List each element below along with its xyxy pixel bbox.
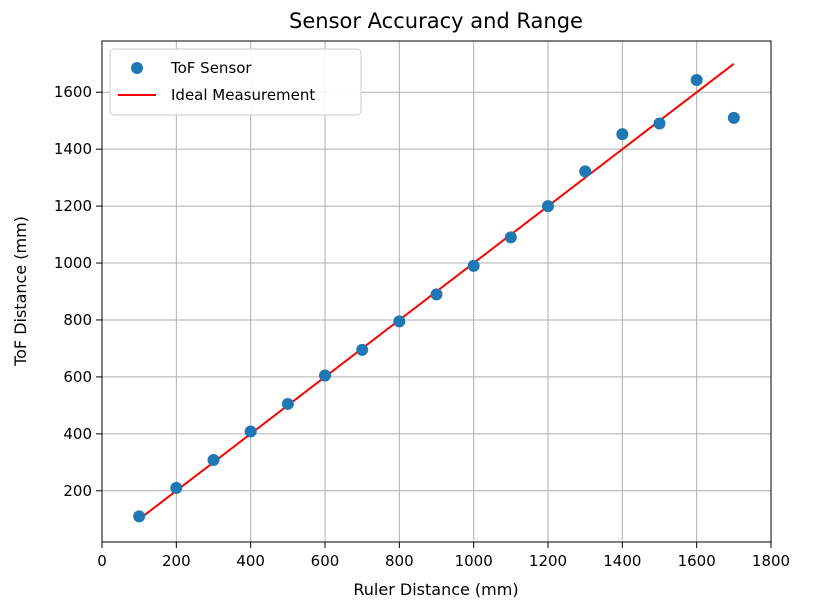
- y-tick-label: 1600: [54, 83, 92, 101]
- x-tick-label: 200: [162, 552, 191, 570]
- x-tick-label: 1200: [529, 552, 567, 570]
- y-tick-label: 1400: [54, 140, 92, 158]
- tof-sensor-point: [170, 481, 183, 494]
- y-tick-label: 1000: [54, 254, 92, 272]
- x-tick-label: 1600: [678, 552, 716, 570]
- y-axis-ticks: 200 400 600 800 1000 1200 1400 1600: [54, 83, 102, 500]
- x-tick-label: 1400: [603, 552, 641, 570]
- tof-sensor-point: [579, 165, 592, 178]
- tof-sensor-point: [281, 397, 294, 410]
- y-tick-label: 400: [63, 425, 92, 443]
- tof-sensor-point: [727, 111, 740, 124]
- y-tick-label: 800: [63, 311, 92, 329]
- tof-sensor-point: [542, 200, 554, 213]
- legend-label-ideal-measurement: Ideal Measurement: [171, 86, 315, 104]
- tof-sensor-point: [244, 425, 257, 438]
- y-tick-label: 1200: [54, 197, 92, 215]
- x-tick-label: 400: [236, 552, 265, 570]
- x-axis-label: Ruler Distance (mm): [353, 580, 518, 599]
- tof-sensor-point: [690, 73, 703, 86]
- legend-box: [109, 48, 362, 116]
- chart-title: Sensor Accuracy and Range: [289, 9, 583, 33]
- x-tick-label: 0: [97, 552, 107, 570]
- legend: ToF Sensor Ideal Measurement: [109, 48, 362, 116]
- y-tick-label: 200: [63, 482, 92, 500]
- tof-sensor-point: [319, 369, 331, 382]
- tof-sensor-point: [133, 510, 146, 523]
- legend-label-tof-sensor: ToF Sensor: [170, 59, 252, 77]
- tof-sensor-series: [133, 73, 740, 523]
- tof-sensor-point: [356, 343, 369, 356]
- legend-marker-tof-sensor: [131, 62, 143, 74]
- tof-sensor-point: [430, 288, 443, 301]
- x-tick-label: 600: [311, 552, 340, 570]
- x-tick-label: 1000: [455, 552, 493, 570]
- y-tick-label: 600: [63, 368, 92, 386]
- plot-frame: [101, 40, 772, 543]
- tof-sensor-point: [393, 315, 406, 328]
- x-tick-label: 800: [385, 552, 414, 570]
- tof-sensor-point: [207, 454, 220, 467]
- tof-sensor-point: [467, 259, 480, 272]
- tof-sensor-point: [616, 128, 629, 141]
- x-tick-label: 1800: [752, 552, 790, 570]
- tof-sensor-point: [653, 117, 666, 130]
- tof-sensor-point: [504, 231, 517, 244]
- y-axis-label: ToF Distance (mm): [11, 216, 30, 367]
- x-axis-ticks: 0 200 400 600 800 1000 1200 1400 1600 1800: [97, 542, 790, 570]
